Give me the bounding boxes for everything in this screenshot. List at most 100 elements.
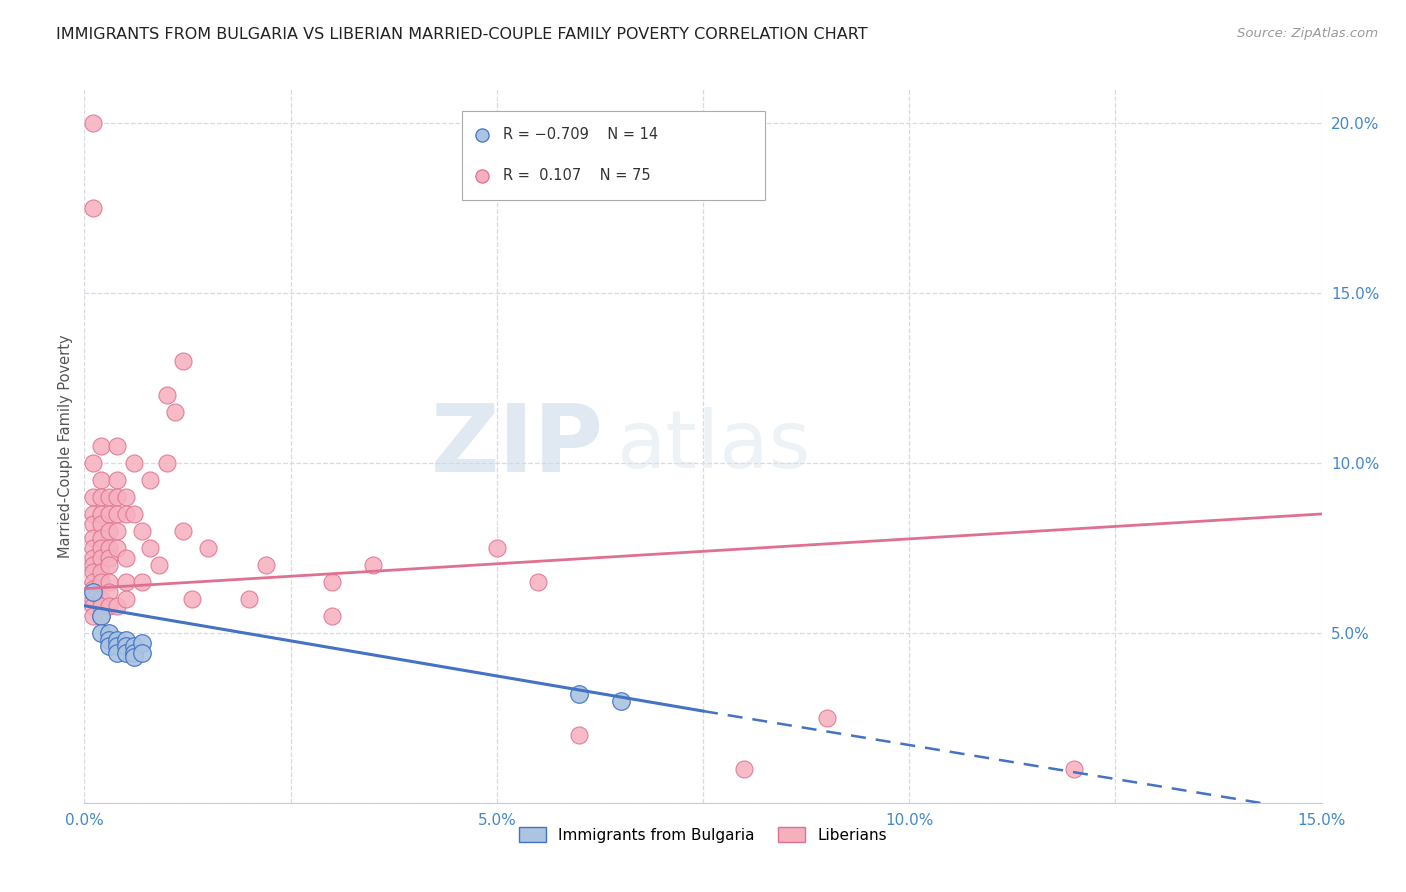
Text: R = −0.709    N = 14: R = −0.709 N = 14 [502, 128, 658, 142]
Point [105, 646, 128, 660]
Point [238, 591, 260, 606]
Point [82, 456, 104, 470]
Point [82, 585, 104, 599]
Point [90, 531, 112, 545]
Point [172, 524, 194, 538]
Point [98, 585, 121, 599]
Point [321, 574, 343, 589]
Point [148, 558, 170, 572]
Point [90, 599, 112, 613]
Point [82, 201, 104, 215]
Point [527, 574, 550, 589]
Point [114, 591, 136, 606]
Point [82, 517, 104, 532]
Point [90, 551, 112, 566]
Point [82, 608, 104, 623]
Point [82, 599, 104, 613]
Point [114, 574, 136, 589]
Point [105, 507, 128, 521]
Point [568, 728, 591, 742]
Point [815, 711, 838, 725]
Point [82, 507, 104, 521]
Point [98, 551, 121, 566]
Point [90, 490, 112, 504]
Point [98, 507, 121, 521]
Point [82, 116, 104, 130]
Point [98, 599, 121, 613]
Point [105, 599, 128, 613]
Point [105, 473, 128, 487]
Point [197, 541, 219, 555]
Point [156, 456, 179, 470]
Point [82, 591, 104, 606]
Point [90, 626, 112, 640]
Point [114, 640, 136, 654]
Text: IMMIGRANTS FROM BULGARIA VS LIBERIAN MARRIED-COUPLE FAMILY POVERTY CORRELATION C: IMMIGRANTS FROM BULGARIA VS LIBERIAN MAR… [56, 27, 868, 42]
Point [131, 574, 153, 589]
Point [82, 558, 104, 572]
Point [105, 632, 128, 647]
Point [568, 687, 591, 701]
Point [131, 636, 153, 650]
Point [114, 551, 136, 566]
Point [172, 354, 194, 368]
Point [98, 541, 121, 555]
Point [98, 626, 121, 640]
Point [485, 541, 508, 555]
Point [90, 591, 112, 606]
Point [90, 517, 112, 532]
Point [90, 574, 112, 589]
Point [131, 646, 153, 660]
Point [82, 551, 104, 566]
Text: R =  0.107    N = 75: R = 0.107 N = 75 [502, 169, 650, 183]
Point [122, 507, 145, 521]
Point [321, 608, 343, 623]
Point [139, 473, 162, 487]
Point [82, 531, 104, 545]
Point [90, 608, 112, 623]
Point [114, 490, 136, 504]
Point [105, 640, 128, 654]
Point [90, 507, 112, 521]
Text: ZIP: ZIP [432, 400, 605, 492]
Point [90, 608, 112, 623]
Y-axis label: Married-Couple Family Poverty: Married-Couple Family Poverty [58, 334, 73, 558]
Point [114, 646, 136, 660]
FancyBboxPatch shape [461, 111, 765, 200]
Point [98, 558, 121, 572]
Point [114, 507, 136, 521]
Point [90, 473, 112, 487]
Point [98, 490, 121, 504]
Point [105, 541, 128, 555]
Point [122, 649, 145, 664]
Point [131, 524, 153, 538]
Point [98, 574, 121, 589]
Point [98, 632, 121, 647]
Point [165, 405, 187, 419]
Point [254, 558, 277, 572]
Point [122, 456, 145, 470]
Point [90, 439, 112, 453]
Point [82, 582, 104, 596]
Point [90, 565, 112, 579]
Point [105, 524, 128, 538]
Point [733, 762, 755, 776]
Text: atlas: atlas [616, 407, 811, 485]
Point [122, 646, 145, 660]
Point [98, 524, 121, 538]
Point [82, 565, 104, 579]
Point [139, 541, 162, 555]
Point [82, 490, 104, 504]
Point [180, 591, 202, 606]
Point [122, 640, 145, 654]
Point [98, 640, 121, 654]
Point [82, 541, 104, 555]
Point [114, 632, 136, 647]
Point [105, 439, 128, 453]
Point [82, 574, 104, 589]
Legend: Immigrants from Bulgaria, Liberians: Immigrants from Bulgaria, Liberians [513, 821, 893, 848]
Point [156, 388, 179, 402]
Text: Source: ZipAtlas.com: Source: ZipAtlas.com [1237, 27, 1378, 40]
Point [609, 694, 631, 708]
Point [105, 490, 128, 504]
